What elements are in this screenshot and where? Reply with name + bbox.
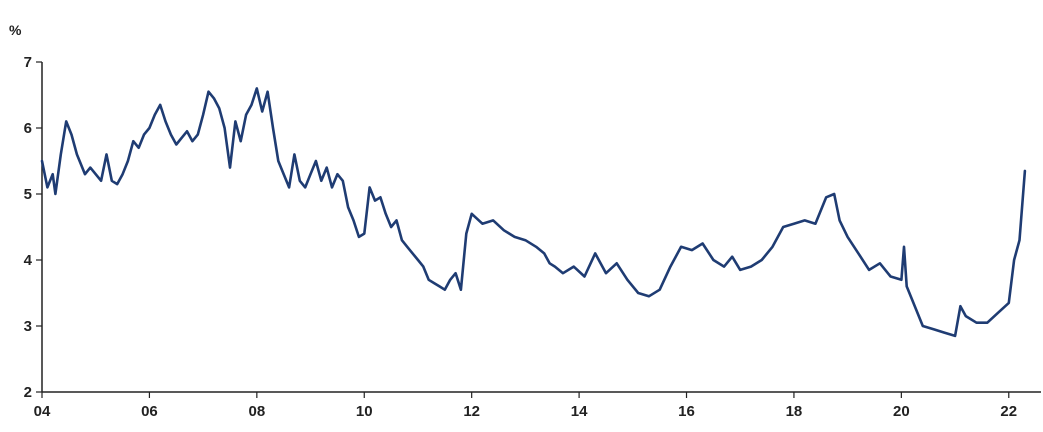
y-tick-label: 2 — [24, 384, 32, 401]
y-tick-label: 4 — [24, 252, 33, 269]
x-tick-label: 22 — [1000, 403, 1017, 420]
x-tick-label: 14 — [571, 403, 588, 420]
y-axis-ticks: 2 3 4 5 6 7 — [24, 54, 42, 401]
y-tick-label: 5 — [24, 186, 32, 203]
x-tick-label: 12 — [463, 403, 480, 420]
x-tick-label: 06 — [141, 403, 158, 420]
x-tick-label: 08 — [248, 403, 265, 420]
x-tick-label: 04 — [34, 403, 51, 420]
series-group — [40, 87, 1027, 338]
x-axis-ticks: 04 06 08 10 12 14 16 18 20 22 — [34, 392, 1017, 420]
y-tick-label: 6 — [24, 120, 32, 137]
x-tick-label: 10 — [356, 403, 373, 420]
x-tick-label: 20 — [893, 403, 910, 420]
y-unit-label: % — [9, 22, 22, 38]
x-tick-label: 18 — [786, 403, 803, 420]
series-line-0 — [40, 87, 1027, 338]
x-tick-label: 16 — [678, 403, 695, 420]
y-tick-label: 3 — [24, 318, 32, 335]
y-tick-label: 7 — [24, 54, 32, 71]
